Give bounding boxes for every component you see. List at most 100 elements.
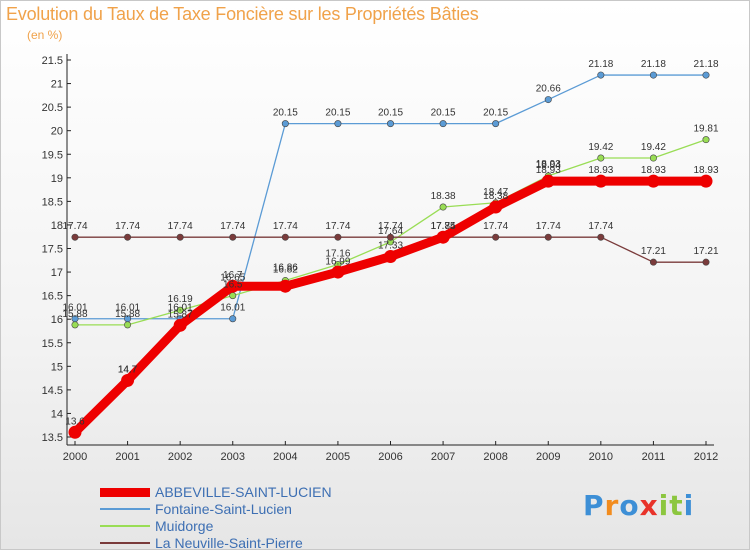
x-tick-label: 2009 [536,451,560,463]
data-label: 19.42 [588,142,613,153]
data-label: 17.74 [273,221,298,232]
data-label: 16.01 [168,303,193,314]
y-tick-label: 18 [51,220,63,232]
y-tick-label: 20 [51,126,63,138]
y-tick-label: 17.5 [42,244,63,256]
data-label: 20.15 [273,108,298,119]
legend-item: Fontaine-Saint-Lucien [100,501,360,518]
data-label: 17.74 [431,221,456,232]
x-tick-label: 2004 [273,451,297,463]
data-label: 19.81 [693,124,718,135]
series-layer [68,71,713,439]
logo-letter: r [604,489,620,522]
data-label: 17.74 [62,221,87,232]
data-point [334,233,342,241]
x-tick-label: 2001 [115,451,139,463]
legend-swatch [100,508,150,510]
y-tick-label: 21.5 [42,55,63,67]
data-label: 20.66 [536,84,561,95]
data-point [173,318,187,332]
data-label: 15.88 [62,309,87,320]
data-label: 18.38 [431,191,456,202]
data-point [281,120,289,128]
data-label: 17.21 [641,246,666,257]
data-point [702,136,710,144]
logo-letter: t [669,489,684,522]
data-label: 21.18 [641,59,666,70]
data-point [492,120,500,128]
y-tick-label: 20.5 [42,102,63,114]
data-label: 20.15 [378,108,403,119]
logo-letter: i [683,489,695,522]
data-point [594,174,608,188]
legend-label: Fontaine-Saint-Lucien [155,501,292,517]
data-point [386,120,394,128]
data-label: 20.15 [325,108,350,119]
chart-title: Evolution du Taux de Taxe Foncière sur l… [6,4,479,24]
data-point [176,306,184,314]
data-label: 17.85 [431,221,456,232]
x-tick-label: 2002 [168,451,192,463]
x-tick-label: 2008 [483,451,507,463]
x-tick-label: 2006 [378,451,402,463]
data-point [649,154,657,162]
data-point [176,233,184,241]
data-label: 17.33 [378,241,403,252]
proxiti-logo: Proxiti [583,489,694,522]
data-point [649,258,657,266]
logo-letter: x [639,489,659,522]
y-tick-label: 16 [51,314,63,326]
y-tick-label: 17 [51,267,63,279]
data-label: 16.19 [168,294,193,305]
data-label: 18.47 [483,187,508,198]
data-point [331,265,345,279]
data-label: 18.93 [693,165,718,176]
data-label: 17.74 [325,221,350,232]
legend-item: ABBEVILLE-SAINT-LUCIEN [100,484,360,501]
data-point [489,200,503,214]
legend: ABBEVILLE-SAINT-LUCIEN Fontaine-Saint-Luc… [100,484,360,552]
data-point [492,233,500,241]
data-label: 17.64 [378,226,403,237]
data-label: 20.15 [483,108,508,119]
data-point [597,71,605,79]
logo-letter: i [658,489,670,522]
x-tick-label: 2000 [63,451,87,463]
data-point [384,250,397,264]
data-label: 18.93 [536,159,561,170]
unit-label: (en %) [27,28,63,42]
data-point [121,373,135,387]
data-label: 20.15 [431,108,456,119]
data-label: 16.7 [223,270,243,281]
data-point [71,233,79,241]
data-label: 16.86 [273,263,298,274]
x-tick-label: 2003 [221,451,245,463]
y-tick-label: 14.5 [42,385,63,397]
y-tick-label: 16.5 [42,291,63,303]
data-point [229,233,237,241]
y-tick-label: 13.5 [42,432,63,444]
y-tick-label: 19 [51,173,63,185]
data-point [544,96,552,104]
data-point [649,71,657,79]
x-tick-label: 2005 [326,451,350,463]
axes: 13.5 14 14.5 15 15.5 16 16.5 17 17.5 18 18.5 19 19.5… [42,54,718,463]
data-point [544,233,552,241]
data-label: 19.42 [641,142,666,153]
legend-swatch [100,487,150,497]
y-tick-label: 19.5 [42,149,63,161]
data-label: 16.01 [220,303,245,314]
data-label: 17.21 [693,246,718,257]
data-label: 17.74 [220,221,245,232]
data-point [702,258,710,266]
data-point [439,120,447,128]
data-label: 21.18 [588,59,613,70]
data-label: 17.74 [115,221,140,232]
legend-label: ABBEVILLE-SAINT-LUCIEN [155,484,332,500]
data-label: 15.88 [115,309,140,320]
legend-label: Muidorge [155,518,214,534]
x-tick-label: 2007 [431,451,455,463]
legend-item: Muidorge [100,518,360,535]
data-label: 18.93 [536,165,561,176]
